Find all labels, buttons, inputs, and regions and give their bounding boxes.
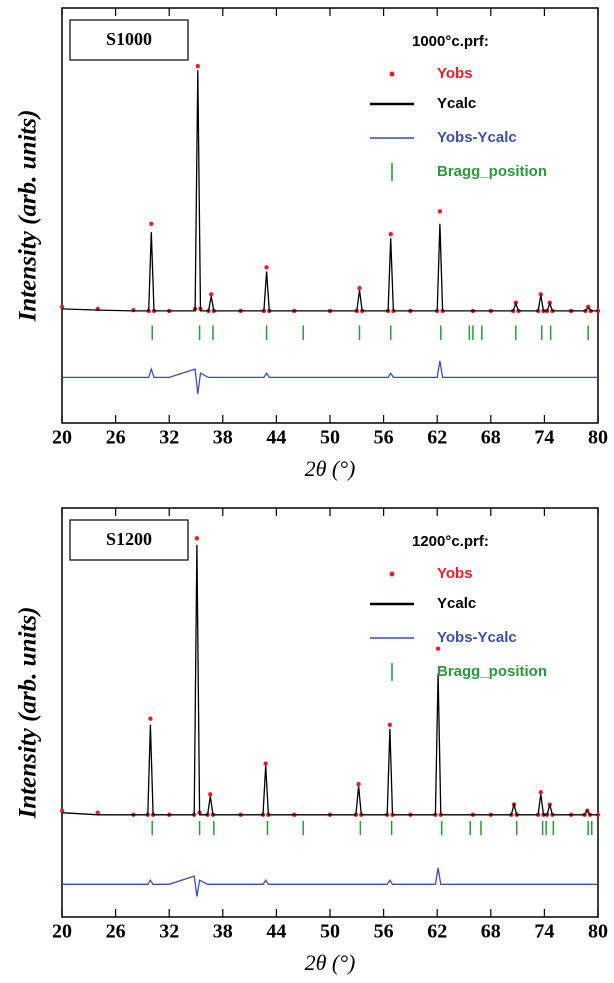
obs-point [387,722,393,727]
series-line [61,70,598,312]
obs-point [208,792,213,797]
obs-point [357,285,362,291]
x-tick-label: 44 [266,921,286,943]
legend-marker [389,571,395,577]
legend-label: Ycalc [437,595,476,612]
x-tick-label: 38 [213,427,233,449]
x-tick-label: 44 [266,427,286,449]
x-tick-label: 26 [106,921,126,943]
label-box [69,519,189,561]
series-line [61,544,598,816]
x-tick-label: 32 [159,921,179,943]
legend-label: Yobs-Ycalc [437,129,517,146]
x-tick-label: 68 [481,427,501,449]
x-tick-label: 38 [213,921,233,943]
obs-point [194,536,200,541]
x-tick-label: 56 [374,427,394,449]
panel-label: S1000 [106,29,152,49]
obs-point [95,810,100,815]
obs-point [538,790,544,795]
obs-point [435,646,441,651]
x-tick-label: 26 [106,427,126,449]
series-line [62,867,598,897]
x-tick-label: 80 [588,427,608,449]
legend-label: Yobs [437,565,473,582]
obs-point [388,231,393,237]
x-axis-label: 2θ (°) [305,950,356,975]
x-tick-label: 20 [52,427,72,449]
obs-point [149,221,154,226]
legend-label: Yobs [437,65,473,82]
legend-label: Bragg_position [437,663,547,680]
obs-point [148,716,153,721]
obs-point [264,265,269,270]
obs-point [131,307,136,313]
series-line [62,360,598,394]
legend-title: 1000°c.prf: [412,33,489,50]
x-tick-label: 80 [588,921,608,943]
obs-point [208,292,214,297]
x-tick-label: 32 [159,427,179,449]
legend-marker [389,71,395,77]
x-axis-label: 2θ (°) [305,456,356,481]
obs-point [538,292,544,297]
x-tick-label: 50 [320,427,340,449]
obs-point [59,808,65,813]
obs-point [437,209,443,214]
panel-label: S1200 [106,529,152,549]
plot-frame [61,507,599,918]
x-tick-label: 68 [481,921,501,943]
label-box [69,19,189,61]
legend-label: Ycalc [437,95,476,112]
obs-point [195,63,200,69]
x-tick-label: 74 [534,921,554,943]
y-axis-label: Intensity (arb. units) [15,607,42,820]
obs-point [59,304,65,309]
x-tick-label: 20 [52,921,72,943]
x-tick-label: 50 [320,921,340,943]
obs-point [263,761,268,766]
plot-frame [61,7,599,424]
x-tick-label: 56 [374,921,394,943]
y-axis-label: Intensity (arb. units) [15,110,42,323]
obs-point [356,781,361,787]
legend-label: Bragg_position [437,163,547,180]
legend-title: 1200°c.prf: [412,533,489,550]
x-tick-label: 74 [534,427,554,449]
x-tick-label: 62 [427,427,447,449]
legend-label: Yobs-Ycalc [437,629,517,646]
x-tick-label: 62 [427,921,447,943]
